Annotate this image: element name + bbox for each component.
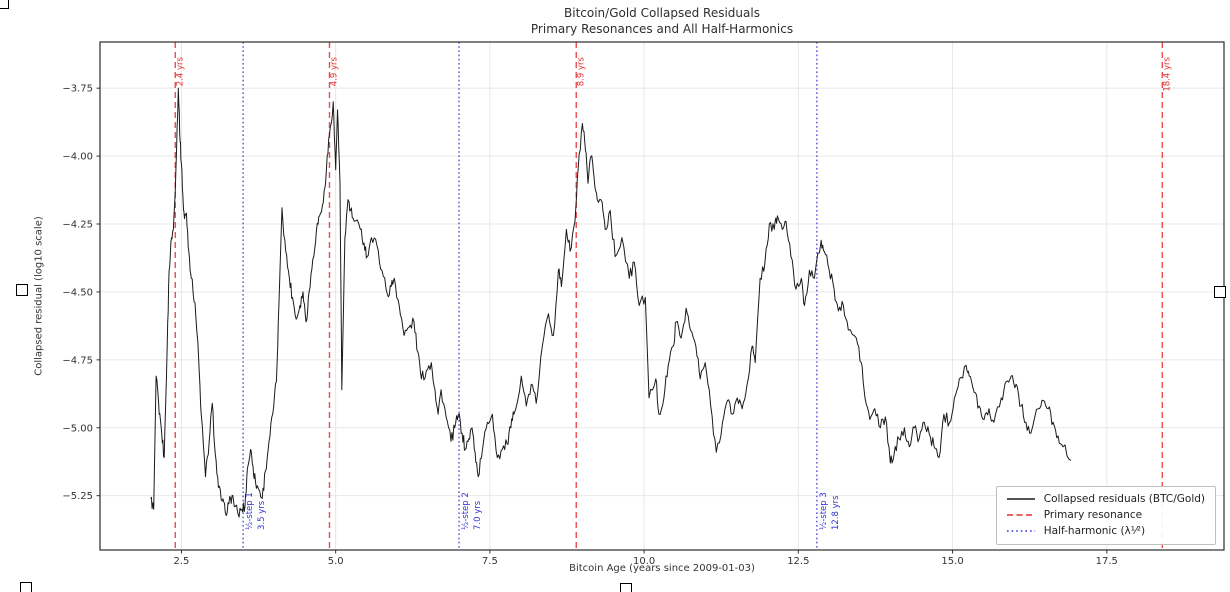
resonance-label: 8.9 yrs <box>576 56 586 86</box>
x-tick-label: 12.5 <box>787 556 809 567</box>
chart-title-line2: Primary Resonances and All Half-Harmonic… <box>530 22 794 36</box>
x-tick-label: 5.0 <box>328 556 344 567</box>
legend-swatch-primary-resonance <box>1006 514 1035 516</box>
resonance-label: 4.9 yrs <box>329 56 339 86</box>
x-tick-label: 17.5 <box>1096 556 1118 567</box>
x-tick-label: 10.0 <box>633 556 655 567</box>
half-harmonic-years-label: 7.0 yrs <box>473 500 483 530</box>
selection-handle-top-left[interactable] <box>0 0 9 9</box>
residuals-series-line <box>150 87 1072 518</box>
selection-handle-left-middle[interactable] <box>16 284 28 296</box>
legend-item-label: Half-harmonic (λ¹⁄²) <box>1043 525 1146 537</box>
y-tick-label: −4.75 <box>62 355 93 366</box>
legend-item: Half-harmonic (λ¹⁄²) <box>1006 525 1205 537</box>
y-tick-label: −5.00 <box>62 423 93 434</box>
legend-item-label: Primary resonance <box>1043 509 1143 521</box>
y-tick-label: −3.75 <box>62 84 93 95</box>
x-tick-label: 2.5 <box>173 556 189 567</box>
chart-title: Bitcoin/Gold Collapsed Residuals Primary… <box>100 5 1224 37</box>
selection-handle-bottom-center[interactable] <box>620 583 632 592</box>
half-harmonic-label: ½-step 1 <box>245 492 255 530</box>
x-axis-label: Bitcoin Age (years since 2009-01-03) <box>569 563 755 574</box>
resonance-label: 18.4 yrs <box>1162 56 1172 91</box>
half-harmonic-years-label: 3.5 yrs <box>257 500 267 530</box>
y-tick-label: −5.25 <box>62 491 93 502</box>
selection-handle-bottom-left[interactable] <box>20 582 32 592</box>
y-axis-label: Collapsed residual (log10 scale) <box>33 216 45 376</box>
resonance-label: 2.4 yrs <box>175 56 185 86</box>
y-tick-label: −4.50 <box>62 287 93 298</box>
y-tick-label: −4.00 <box>62 152 93 163</box>
x-tick-label: 15.0 <box>941 556 963 567</box>
half-harmonic-years-label: 12.8 yrs <box>831 495 841 530</box>
chart-title-line1: Bitcoin/Gold Collapsed Residuals <box>564 6 760 20</box>
legend-swatch-half-harmonic <box>1006 530 1035 532</box>
half-harmonic-label: ½-step 3 <box>819 492 829 530</box>
half-harmonic-label: ½-step 2 <box>461 492 471 530</box>
x-tick-label: 7.5 <box>482 556 498 567</box>
axes-frame <box>99 41 1225 551</box>
legend-swatch-residuals <box>1006 498 1035 500</box>
y-tick-label: −4.25 <box>62 220 93 231</box>
legend-item: Primary resonance <box>1006 509 1205 521</box>
legend-item-label: Collapsed residuals (BTC/Gold) <box>1043 493 1205 505</box>
legend: Collapsed residuals (BTC/Gold) Primary re… <box>995 486 1216 545</box>
legend-item: Collapsed residuals (BTC/Gold) <box>1006 493 1205 505</box>
selection-handle-right-middle[interactable] <box>1214 286 1226 298</box>
